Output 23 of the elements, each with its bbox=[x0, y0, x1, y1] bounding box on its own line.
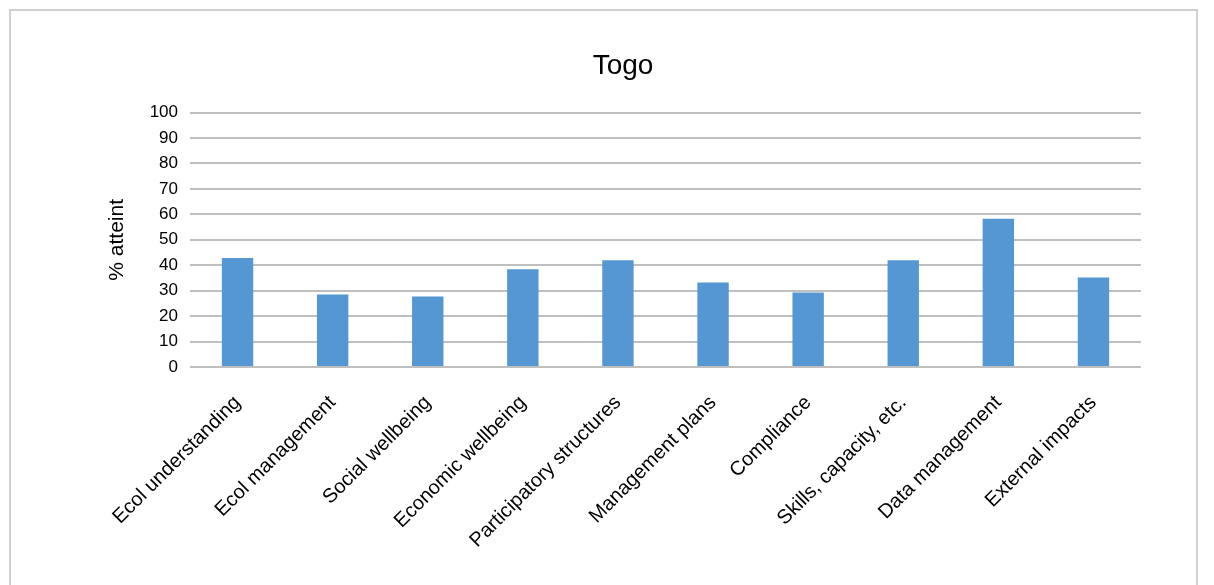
bar bbox=[697, 282, 729, 366]
y-tick-label: 60 bbox=[159, 204, 178, 224]
y-tick-label: 80 bbox=[159, 153, 178, 173]
bar bbox=[221, 258, 254, 366]
y-tick-label: 0 bbox=[168, 356, 178, 376]
y-tick-label: 100 bbox=[149, 102, 178, 122]
chart-title: Togo bbox=[592, 48, 654, 80]
bar bbox=[412, 296, 444, 366]
y-tick-label: 90 bbox=[159, 127, 178, 147]
bar bbox=[887, 260, 919, 366]
bar bbox=[1077, 277, 1110, 366]
bar bbox=[316, 294, 349, 366]
y-axis-title: % atteint bbox=[104, 198, 128, 281]
y-tick-label: 10 bbox=[159, 331, 178, 351]
y-tick-label: 30 bbox=[159, 280, 178, 300]
y-tick-label: 70 bbox=[159, 178, 178, 198]
y-tick-label: 40 bbox=[159, 254, 178, 274]
bar bbox=[507, 269, 539, 366]
bar bbox=[982, 218, 1015, 366]
bar bbox=[602, 260, 634, 366]
y-tick-label: 50 bbox=[159, 229, 178, 249]
bar bbox=[792, 292, 824, 366]
y-tick-label: 20 bbox=[159, 305, 178, 325]
